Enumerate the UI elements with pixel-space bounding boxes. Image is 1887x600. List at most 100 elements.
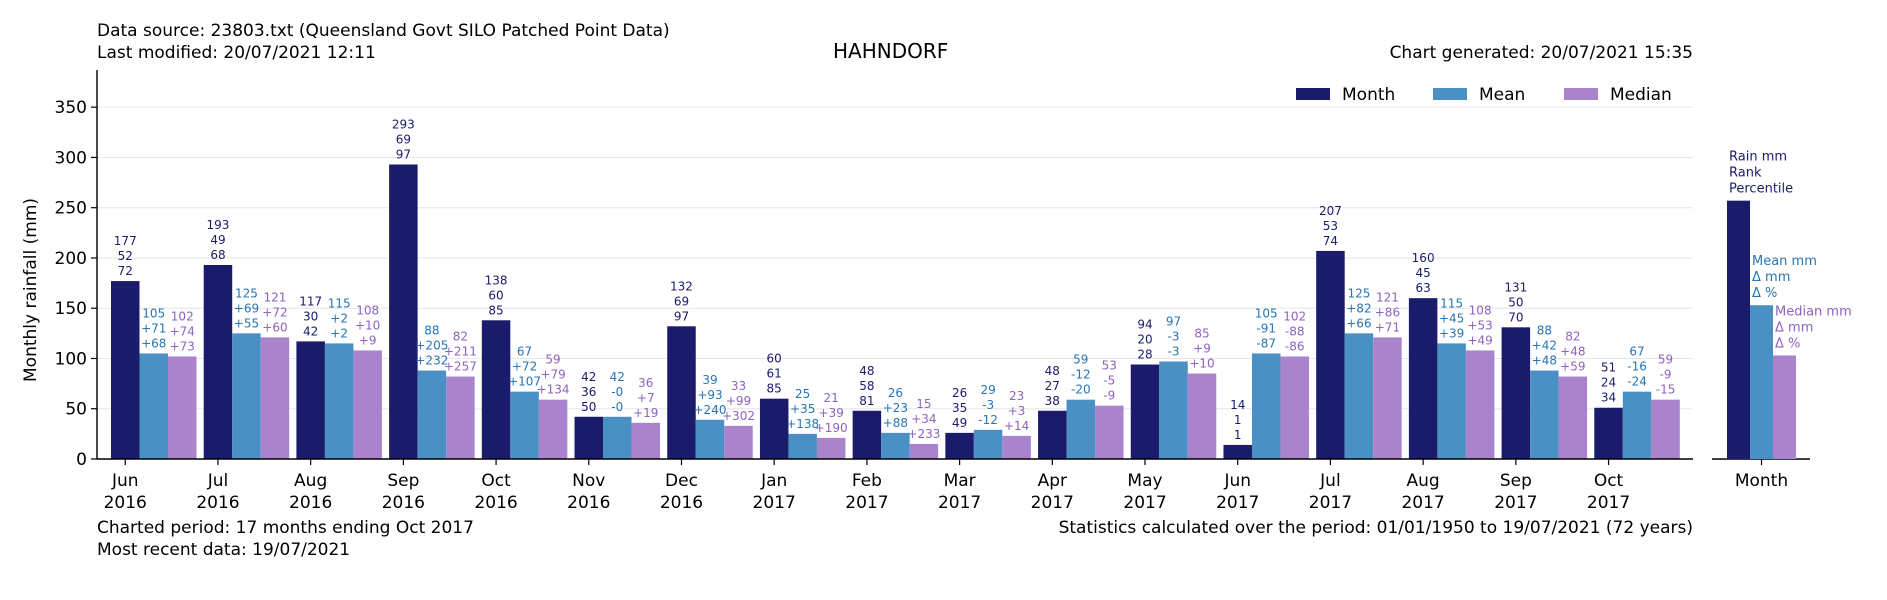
key-mean-bar: [1750, 305, 1773, 459]
mean-value-label: 125: [1347, 286, 1370, 300]
key-median-text: Median mm: [1775, 304, 1852, 319]
median-value-label: 15: [916, 397, 931, 411]
x-tick-year: 2016: [660, 493, 703, 513]
median-value-label: +10: [355, 318, 380, 332]
mean-value-label: -24: [1627, 375, 1647, 389]
legend: Month Mean Median: [1296, 85, 1672, 105]
x-tick-year: 2016: [567, 493, 610, 513]
month-bar: [1130, 364, 1160, 459]
median-value-label: 102: [171, 309, 194, 323]
legend-label: Month: [1342, 85, 1395, 105]
mean-value-label: +82: [1346, 301, 1371, 315]
x-tick-year: 2017: [1587, 493, 1630, 513]
x-tick-month: Oct: [481, 471, 511, 491]
median-value-label: -9: [1103, 389, 1115, 403]
month-bar: [1594, 407, 1623, 459]
month-bar: [574, 416, 604, 459]
median-value-label: +86: [1375, 305, 1400, 319]
mean-value-label: +107: [508, 375, 541, 389]
month-bar: [1316, 250, 1345, 459]
x-tick-year: 2017: [938, 493, 981, 513]
median-value-label: +60: [262, 320, 287, 334]
mean-value-label: 88: [424, 324, 439, 338]
x-tick-month: Mar: [944, 471, 976, 491]
x-tick-month: Dec: [665, 471, 698, 491]
chart-generated-label: Chart generated: 20/07/2021 15:35: [1389, 43, 1693, 63]
month-value-label: 70: [1508, 310, 1523, 324]
month-value-label: 72: [118, 264, 133, 278]
median-value-label: +49: [1467, 333, 1492, 347]
mean-value-label: -3: [982, 398, 994, 412]
median-value-label: +34: [911, 412, 936, 426]
month-value-label: 74: [1323, 234, 1338, 248]
median-value-label: -5: [1103, 374, 1115, 388]
mean-value-label: 97: [1166, 314, 1181, 328]
median-bar: [1280, 356, 1309, 459]
mean-value-label: +23: [883, 401, 908, 415]
mean-bar: [695, 419, 725, 459]
mean-value-label: 29: [980, 383, 995, 397]
month-value-label: 117: [299, 294, 322, 308]
month-value-label: 60: [488, 288, 503, 302]
median-bar: [909, 443, 939, 459]
median-bar: [1002, 435, 1031, 459]
mean-bar: [510, 391, 539, 459]
charted-period-label: Charted period: 17 months ending Oct 201…: [97, 518, 474, 538]
key-mean-text: Δ %: [1752, 286, 1777, 301]
month-value-label: 30: [303, 309, 318, 323]
mean-bar: [788, 433, 817, 459]
month-value-label: 36: [581, 385, 596, 399]
key-month-bar: [1727, 200, 1750, 460]
x-tick-month: Jul: [207, 471, 229, 491]
mean-value-label: -0: [611, 385, 623, 399]
mean-bar: [1437, 343, 1466, 459]
key-month-text: Percentile: [1729, 182, 1793, 197]
median-bar: [631, 422, 661, 459]
x-tick-year: 2017: [1309, 493, 1352, 513]
month-bar: [389, 164, 418, 460]
median-value-label: +48: [1560, 345, 1585, 359]
median-value-label: 82: [453, 330, 468, 344]
median-bar: [1558, 376, 1588, 459]
month-value-label: 1: [1234, 428, 1242, 442]
month-value-label: 26: [952, 386, 967, 400]
mean-value-label: +2: [330, 311, 348, 325]
median-bar: [724, 425, 753, 459]
x-tick-month: Jun: [111, 471, 139, 491]
month-value-label: 293: [392, 117, 415, 131]
month-value-label: 38: [1045, 394, 1060, 408]
mean-value-label: -12: [978, 413, 998, 427]
mean-value-label: 125: [235, 286, 258, 300]
legend-label: Median: [1610, 85, 1672, 105]
month-value-label: 49: [952, 416, 967, 430]
median-value-label: +257: [444, 360, 477, 374]
median-value-label: 59: [1658, 353, 1673, 367]
key-x-label: Month: [1735, 471, 1788, 491]
month-bar: [203, 264, 233, 459]
mean-value-label: -91: [1256, 321, 1276, 335]
key-median-text: Δ %: [1775, 336, 1800, 351]
mean-value-label: +42: [1532, 339, 1557, 353]
month-bar: [945, 432, 974, 459]
x-tick-month: Jul: [1319, 471, 1341, 491]
y-tick-label: 50: [65, 400, 87, 420]
x-tick-year: 2017: [1494, 493, 1537, 513]
month-value-label: 1: [1234, 413, 1242, 427]
bar-marks: [111, 164, 1680, 460]
median-value-label: 21: [824, 391, 839, 405]
month-value-label: 85: [767, 382, 782, 396]
x-tick-year: 2016: [382, 493, 425, 513]
month-value-label: 34: [1601, 391, 1616, 405]
mean-bar: [1530, 370, 1559, 459]
median-bar: [1187, 373, 1217, 459]
month-value-label: 131: [1504, 280, 1527, 294]
mean-value-label: +35: [790, 402, 815, 416]
month-value-label: 132: [670, 279, 693, 293]
y-tick-label: 300: [55, 148, 87, 168]
mean-value-label: +93: [697, 388, 722, 402]
month-bar: [667, 326, 696, 459]
mean-value-label: +68: [141, 336, 166, 350]
median-value-label: 23: [1009, 389, 1024, 403]
mean-bar: [1344, 333, 1374, 459]
